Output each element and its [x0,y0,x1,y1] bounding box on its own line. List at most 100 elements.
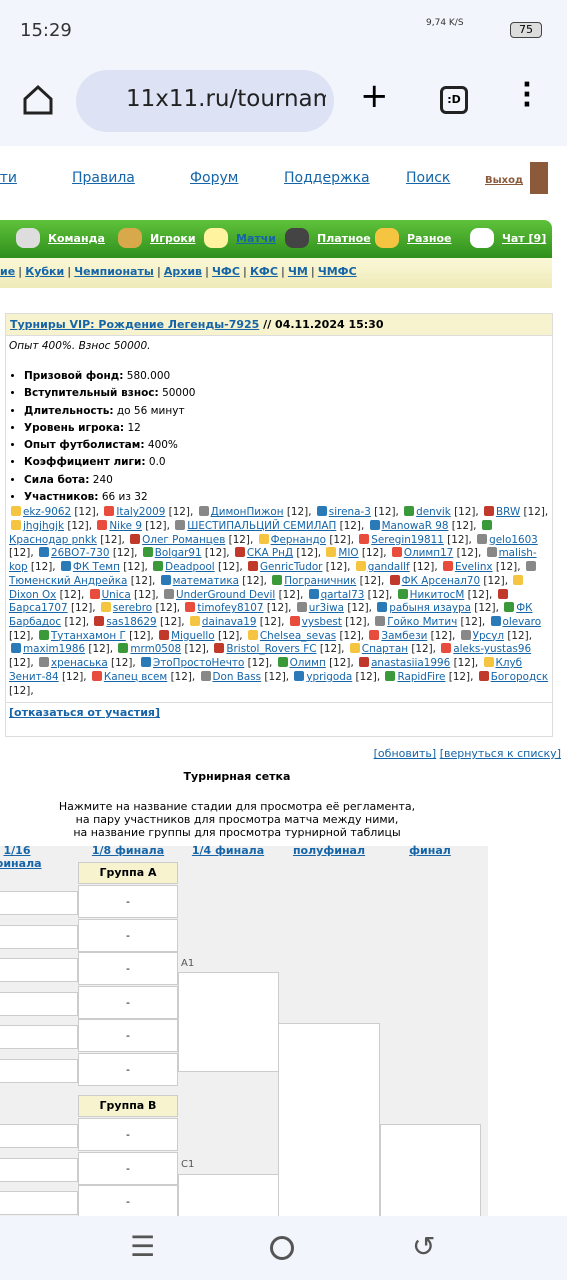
stage-link[interactable]: полуфинал [292,844,366,857]
participant[interactable]: yprigoda [306,670,353,683]
home[interactable] [270,1236,294,1260]
group-header[interactable]: Группа B [78,1095,178,1117]
tab[interactable]: Чат [9] [502,232,547,245]
withdraw-link[interactable]: [отказаться от участия] [9,706,161,720]
participant[interactable]: Олимп17 [403,547,454,560]
participant[interactable]: 26BO7-730 [50,547,110,560]
participant[interactable]: Miguello [171,629,215,642]
stage-link[interactable]: 1/4 финала [191,844,265,857]
url-bar[interactable]: 11x11.ru/tourname [76,70,334,132]
tabs-button[interactable]: :D [440,86,468,114]
participant[interactable]: Краснодар pnkk [9,533,97,546]
r16-cell[interactable] [0,924,78,949]
participant[interactable]: dainava19 [201,616,257,628]
qf-pair[interactable] [178,972,279,1072]
match-cell[interactable]: - [78,985,178,1019]
participant[interactable]: Клуб Зенит-84 [9,657,523,683]
match-cell[interactable]: - [78,952,178,985]
subtab[interactable]: Архив [163,265,202,278]
match-cell[interactable]: - [78,885,178,918]
participant[interactable]: anastasiia1996 [371,657,451,670]
back[interactable]: ↺ [412,1230,436,1263]
participant[interactable]: gelo1603 [489,533,538,546]
participant[interactable]: BRW [496,506,521,519]
tournament-link[interactable]: Турниры VIP: Рождение Легенды-7925 [10,318,260,331]
participant[interactable]: sas18629 [106,616,157,628]
group-header[interactable]: Группа A [78,862,178,884]
final-pair[interactable] [380,1124,481,1216]
participant[interactable]: Dixon Ox [9,588,57,601]
participant[interactable]: Замбези [381,629,428,642]
participant[interactable]: Фернандо [270,533,327,546]
participant[interactable]: aleks-yustas96 [453,643,532,656]
participant[interactable]: Олимп [289,657,326,670]
participant[interactable]: математика [172,574,239,587]
r16-cell[interactable] [0,891,78,915]
participant[interactable]: GenricTudor [259,561,323,574]
subtab[interactable]: ЧМФС [317,265,357,278]
subtab[interactable]: Чемпионаты [74,265,154,278]
participant[interactable]: рабыня изаура [389,602,471,615]
participant[interactable]: ekz-9062 [23,506,72,519]
match-cell[interactable]: - [78,1185,178,1216]
participant[interactable]: ФК Темп [72,561,120,574]
participant[interactable]: Олег Романцев [142,533,226,546]
qf-pair[interactable] [178,1174,279,1216]
participant[interactable]: СКА РнД [246,547,294,560]
new-tab[interactable]: + [360,76,389,116]
participant[interactable]: qartal73 [320,588,365,601]
participant[interactable]: Пограничник [284,574,357,587]
participant[interactable]: RapidFire [397,670,446,683]
match-cell[interactable]: - [78,1019,178,1052]
participant[interactable]: Капец всем [103,670,168,683]
subtab[interactable]: Кубки [25,265,65,278]
subtab[interactable]: ЧМ [287,265,308,278]
participant[interactable]: ШЕСТИПАЛЬЦИЙ СЕМИЛАП [187,520,337,533]
top-link[interactable]: Правила [72,170,135,186]
menu[interactable]: · · · [522,70,532,120]
match-cell[interactable]: - [78,1118,178,1151]
participant[interactable]: ur3iwa [308,602,344,615]
participant[interactable]: Bolgar91 [154,547,202,560]
stage-link[interactable]: 1/8 финала [91,844,165,857]
participant[interactable]: serebro [112,602,153,615]
tab[interactable]: Матчи [236,232,277,245]
tab[interactable]: Платное [317,232,371,245]
participant[interactable]: jhgjhgjk [23,520,65,533]
participant[interactable]: Chelsea_sevas [259,629,337,642]
participant[interactable]: Nike 9 [109,520,142,533]
participant[interactable]: ДимонПижон [210,506,284,519]
top-link[interactable]: сти [0,170,17,186]
participant[interactable]: хренаська [50,657,108,670]
participant[interactable]: olevaro [502,616,542,628]
recent-apps[interactable]: ☰ [130,1230,156,1263]
stage-link[interactable]: 1/16 финала [0,844,42,870]
participant[interactable]: MIO [338,547,359,560]
participant[interactable]: gandallf [367,561,410,574]
participant[interactable]: sirena-3 [328,506,371,519]
tab[interactable]: Игроки [150,232,196,245]
participant[interactable]: Don Bass [212,670,262,683]
participant[interactable]: ФК Барбадос [9,602,533,628]
r16-cell[interactable] [0,1124,78,1148]
match-cell[interactable]: - [78,1052,178,1086]
participant[interactable]: timofey8107 [197,602,264,615]
participant[interactable]: Спартан [361,643,408,656]
participant[interactable]: Урсул [472,629,505,642]
subtab[interactable]: ие [0,265,16,278]
r16-cell[interactable] [0,1157,78,1182]
participant[interactable]: НикитосМ [409,588,465,601]
tab[interactable]: Команда [48,232,105,245]
top-link[interactable]: Форум [190,170,239,186]
match-cell[interactable]: - [78,918,178,952]
r16-cell[interactable] [0,991,78,1016]
back-link[interactable]: [вернуться к списку] [439,747,561,760]
participant[interactable]: Тюменский Андрейка [9,574,128,587]
participant[interactable]: ManowaR 98 [381,520,449,533]
match-cell[interactable]: - [78,1151,178,1185]
r16-cell[interactable] [0,1191,78,1215]
participant[interactable]: Unica [101,588,131,601]
participant[interactable]: malish-kop [9,547,537,574]
top-link[interactable]: Поиск [406,170,451,186]
participant[interactable]: vysbest [301,616,342,628]
